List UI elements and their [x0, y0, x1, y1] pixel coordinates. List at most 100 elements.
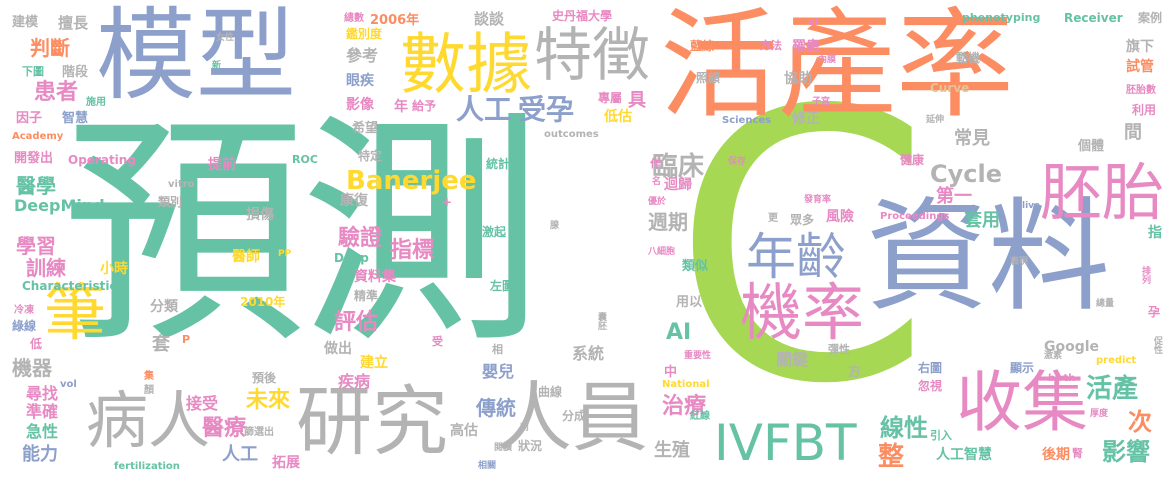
word-xiangguan: 相關: [478, 461, 497, 471]
word-jiankang: 健康: [900, 153, 925, 167]
word-lvxian: 綠線: [12, 319, 37, 333]
word-stanford: 史丹福大學: [552, 9, 613, 23]
word-peitai: 胚胎: [1040, 156, 1165, 229]
word-outcomes: outcomes: [544, 129, 599, 140]
word-jieshou: 接受: [186, 394, 219, 413]
word-roc: ROC: [292, 153, 318, 166]
word-shouyun: 受孕: [518, 93, 575, 126]
word-digu: 低估: [604, 109, 632, 125]
word-zhi: 指: [1148, 225, 1162, 241]
word-xunlian: 訓練: [26, 256, 66, 280]
word-tantan: 談談: [474, 10, 505, 28]
word-c: C: [672, 32, 932, 465]
word-tezheng: 特徵: [534, 21, 651, 89]
word-houdu: 厚度: [1090, 409, 1109, 419]
word-tongji: 統計: [486, 157, 511, 171]
word-leisi: 類似: [682, 259, 709, 274]
word-hushi: 忽視: [918, 379, 943, 393]
word-jingzhun: 精準: [354, 289, 379, 303]
word-zongliang: 總量: [1096, 299, 1115, 309]
word-luohuan: 罹患: [792, 39, 820, 55]
word-rengong2: 人工: [222, 444, 258, 465]
word-huigui: 迴歸: [664, 177, 692, 193]
word-yan: 顏: [144, 385, 154, 396]
word-nvxing: 女性: [216, 33, 235, 43]
word-deep: Deep: [334, 251, 369, 265]
word-peitaishu: 胚胎數: [1126, 85, 1156, 96]
word-zhuanshu: 專屬: [598, 91, 623, 105]
word-fenlei: 分類: [150, 299, 178, 315]
word-live: live: [1022, 201, 1041, 211]
word-yanjiu: 研究: [296, 377, 448, 466]
word-birth: birth: [1048, 373, 1076, 384]
word-shaixuanchu: 篩選出: [244, 427, 274, 438]
word-zhiliao: 治療: [662, 394, 707, 419]
word-nian: 年: [394, 99, 408, 115]
word-xianxing: 線性: [880, 414, 928, 442]
word-kangfu: 康復: [340, 193, 368, 209]
word-zongshu: 總數: [344, 13, 364, 24]
word-fang: 方: [848, 365, 862, 380]
word-characteristic: Characteristic: [22, 279, 117, 293]
word-yanji: 眼疾: [346, 73, 374, 89]
word-diyi: 第一: [936, 186, 972, 207]
word-banerjee: Banerjee: [346, 166, 477, 196]
word-xiang: 相: [492, 343, 503, 356]
word-shuju: 數據: [400, 26, 532, 103]
word-zuochu: 做出: [324, 341, 352, 357]
word-p: P: [182, 333, 191, 346]
word-tao: 套: [152, 334, 170, 355]
word-pailie: 排列: [1140, 266, 1150, 284]
word-pinggu: 評估: [334, 310, 379, 335]
word-tanxing: 彈性: [828, 343, 850, 356]
word-yinger: 嬰兒: [482, 362, 515, 381]
word-zhaogu: 照顧: [696, 71, 721, 85]
word-yinzi: 因子: [16, 111, 43, 126]
word-nengli: 能力: [22, 444, 58, 465]
word-fencheng: 分成: [562, 409, 587, 423]
word-ming: 名: [652, 177, 662, 187]
word-xiuzheng: 修正: [792, 111, 820, 127]
word-zhouqi: 週期: [648, 210, 688, 234]
word-lanxian: 藍線: [690, 39, 715, 53]
word-shiguan: 試管: [1126, 59, 1154, 75]
word-kaifachu: 開發出: [14, 151, 54, 166]
word-proceedings: Proceedings: [880, 211, 950, 222]
word-jiqi2: 激起: [482, 225, 507, 239]
word-yun: 孕: [1148, 305, 1161, 319]
word-qixia: 旗下: [1126, 39, 1154, 55]
word-yingxiang: 影響: [1102, 438, 1150, 466]
word-youyu: 優於: [648, 197, 667, 207]
word-jilv: 機率: [740, 276, 865, 349]
word-jiqi: 機器: [12, 356, 52, 380]
word-ji: 集: [144, 371, 154, 382]
word-xuexi: 學習: [16, 234, 56, 258]
word-chuantong: 傳統: [476, 396, 516, 420]
word-xiwang: 希望: [352, 121, 379, 136]
word-xin: 新: [212, 61, 222, 71]
word-zhong: 中: [664, 365, 678, 380]
word-xian: 腺: [550, 221, 560, 231]
word-jieduan: 階段: [62, 65, 89, 80]
word-xiaoshi: 小時: [100, 261, 128, 277]
word-xianshi: 顯示: [1010, 361, 1035, 375]
word-2010: 2010年: [240, 295, 286, 309]
word-huochan: 活產: [1086, 374, 1139, 404]
word-zheng: 整: [878, 442, 905, 472]
word-qian: 前: [520, 423, 530, 433]
word-shiyong: 施用: [86, 97, 106, 108]
word-houqi: 後期: [1042, 447, 1070, 463]
word-yixue: 醫學: [16, 174, 56, 198]
word-dongji: 動機: [956, 51, 981, 65]
word-tuozhan: 拓展: [272, 455, 300, 471]
word-weilai: 未來: [246, 388, 291, 413]
word-xiatu: 下圖: [22, 65, 44, 78]
word-jianbiedu: 鑑別度: [346, 27, 383, 41]
word-yingxiang2: 影像: [346, 97, 374, 113]
word-linchuang: 臨床: [652, 152, 705, 182]
word-fertilization: fertilization: [114, 461, 180, 472]
word-bingren: 病人: [86, 384, 211, 457]
word-zigong: 子宮: [812, 97, 831, 107]
word-cycle: Cycle: [930, 160, 1002, 188]
